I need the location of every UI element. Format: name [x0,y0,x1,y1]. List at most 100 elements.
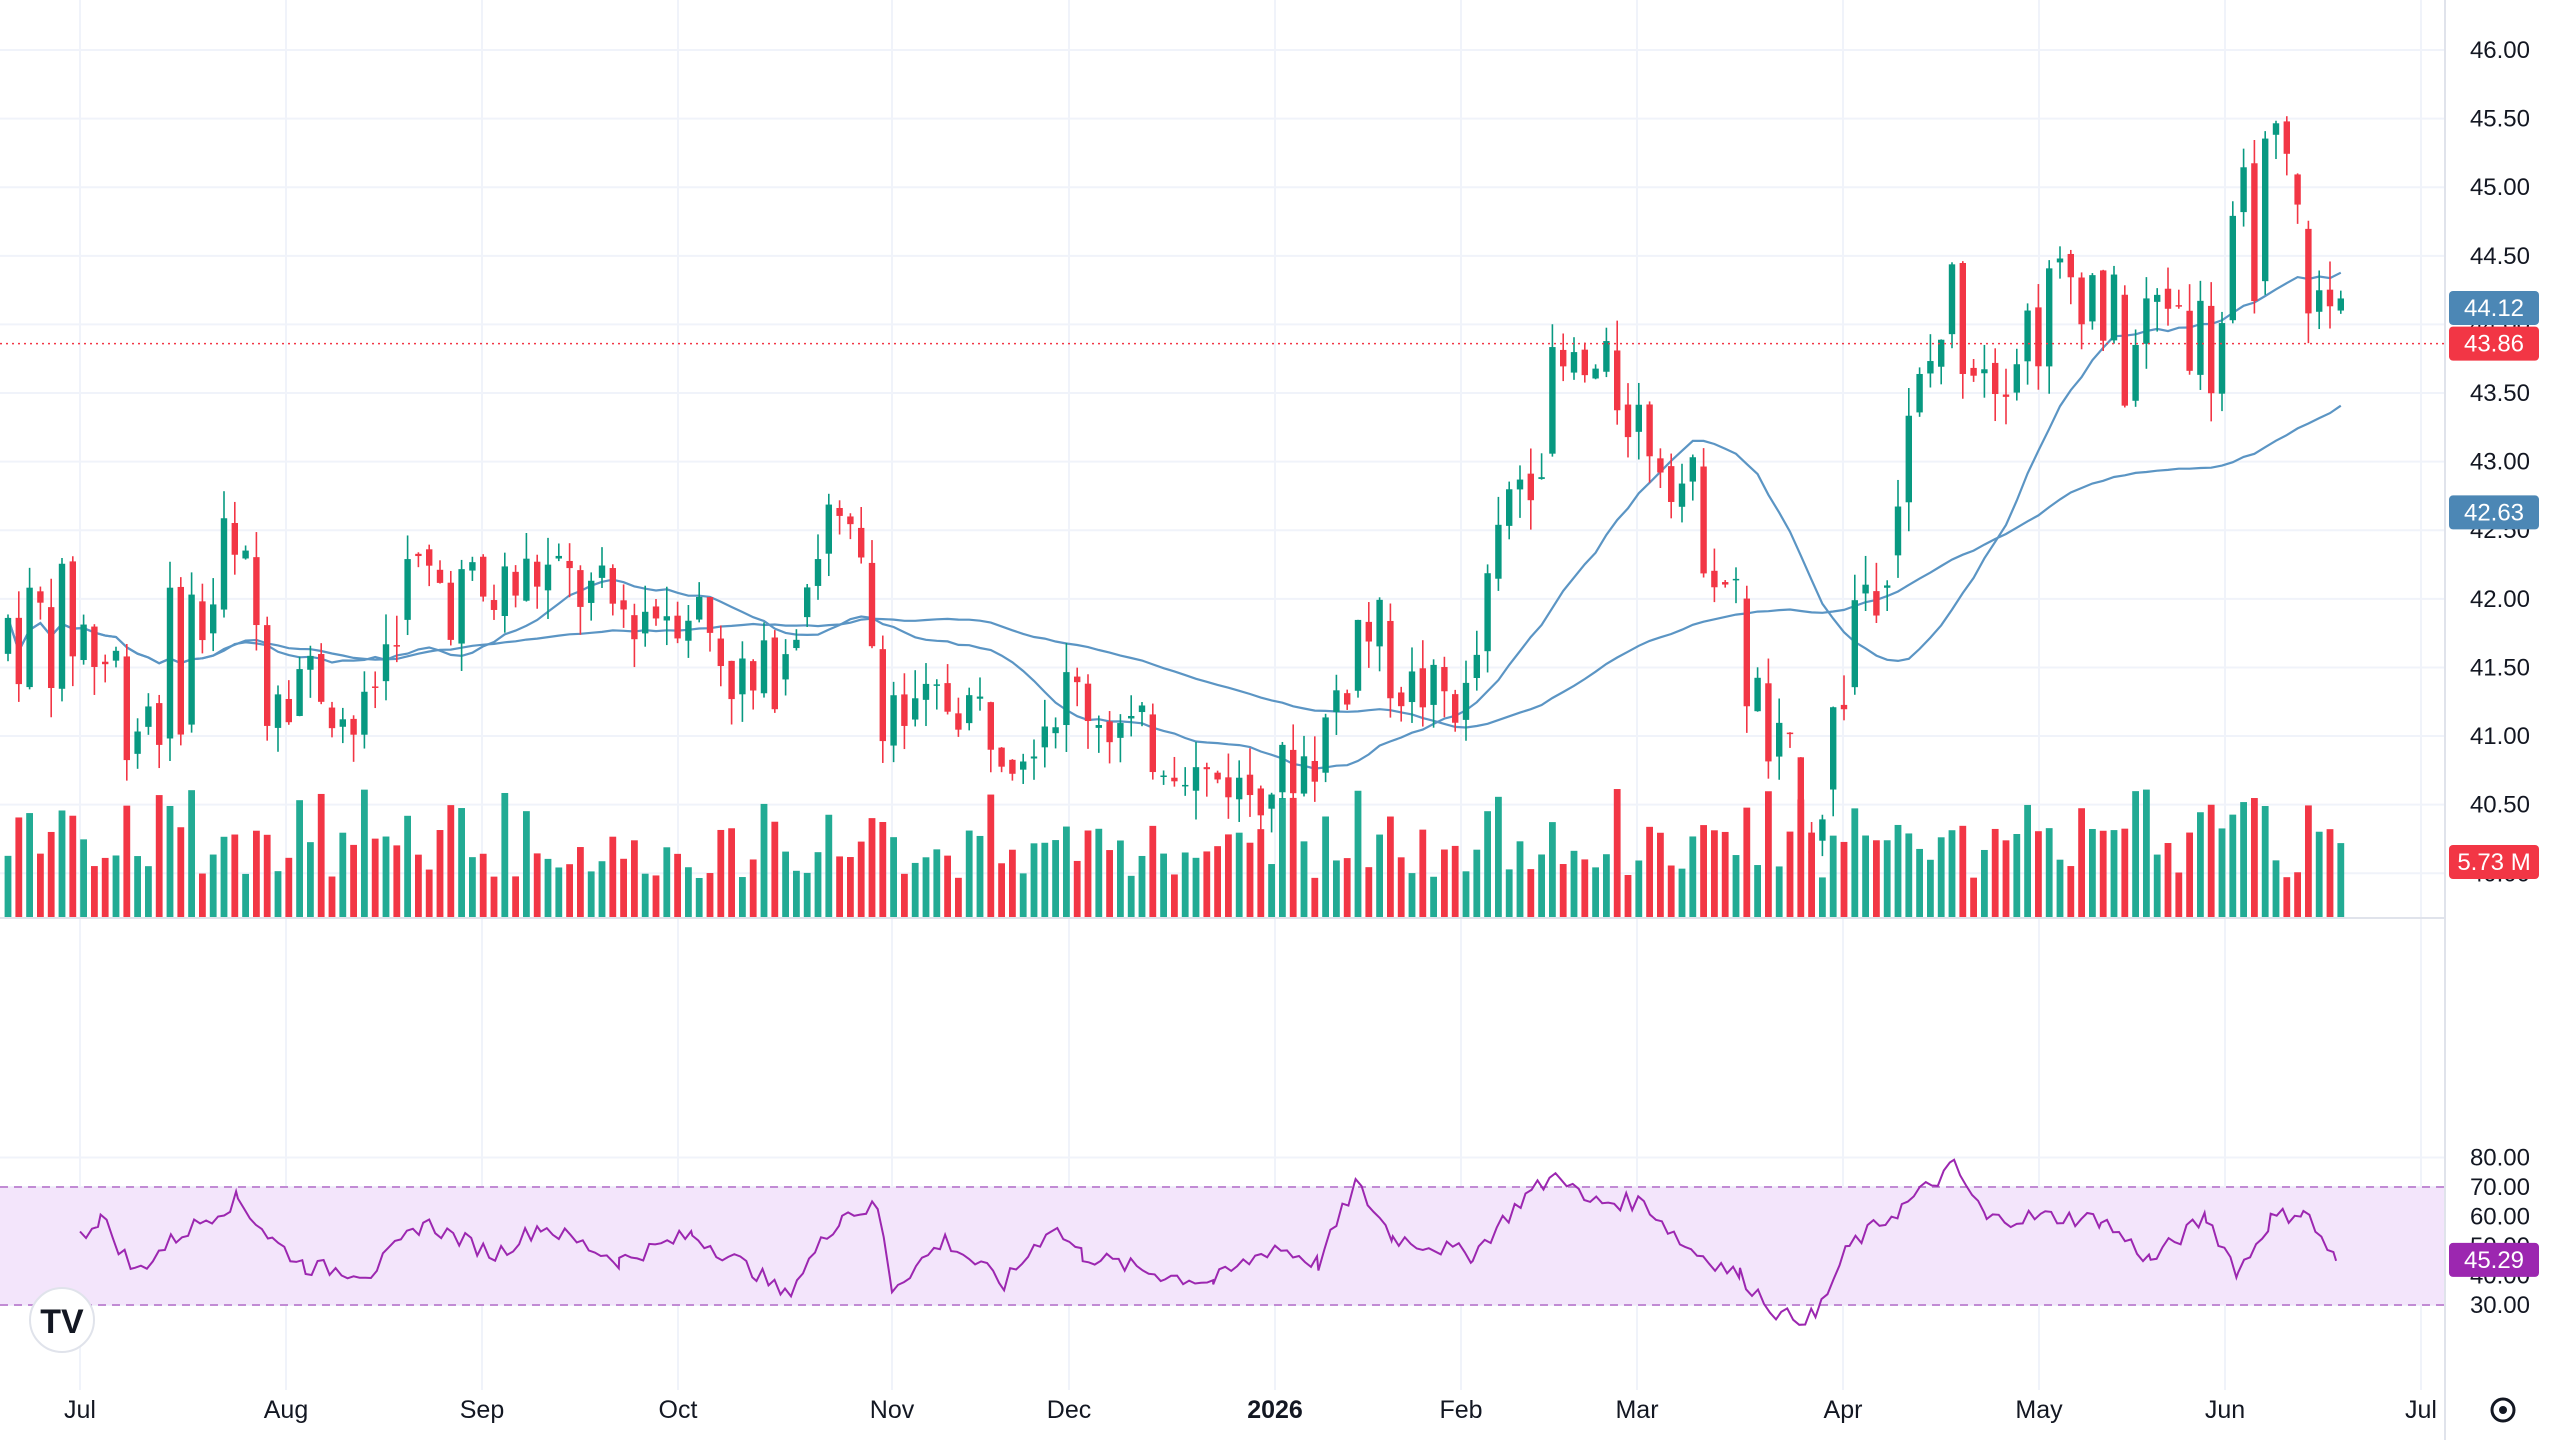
candle[interactable] [706,597,714,652]
candle[interactable] [2294,173,2301,224]
candle[interactable] [2272,120,2280,160]
candle[interactable] [2002,368,2010,425]
candle[interactable] [955,697,962,737]
candle[interactable] [1462,660,1470,741]
candle[interactable] [1117,714,1124,763]
candle[interactable] [2110,265,2118,344]
candle[interactable] [814,534,822,600]
candle[interactable] [2305,220,2312,344]
candle[interactable] [145,693,152,735]
candle[interactable] [2132,329,2139,407]
candle[interactable] [199,583,206,654]
candle[interactable] [1182,767,1189,796]
candle[interactable] [2186,284,2193,375]
candle[interactable] [2024,303,2031,385]
candle[interactable] [804,584,811,628]
candle[interactable] [1905,387,1912,532]
candle[interactable] [69,556,76,687]
candle[interactable] [1840,675,1848,721]
candle[interactable] [2337,290,2344,314]
candle[interactable] [48,578,55,718]
candle[interactable] [469,556,476,581]
candle[interactable] [2316,270,2323,330]
candle[interactable] [1106,711,1113,764]
candle[interactable] [2262,131,2269,295]
candle[interactable] [1160,770,1167,785]
candle[interactable] [480,554,487,602]
candle[interactable] [372,671,379,709]
candle[interactable] [1927,334,1934,388]
candle[interactable] [944,664,951,715]
candle[interactable] [1862,555,1869,611]
candle[interactable] [80,614,87,665]
candle[interactable] [1300,735,1308,797]
candle[interactable] [933,679,940,710]
candle[interactable] [1020,753,1027,784]
candle[interactable] [2240,148,2247,227]
candle[interactable] [1981,344,1988,398]
candle[interactable] [1624,383,1632,458]
candle[interactable] [1819,814,1826,857]
candle[interactable] [1560,333,1567,382]
candle[interactable] [1257,785,1264,835]
candle[interactable] [1527,448,1534,530]
candle[interactable] [728,660,735,725]
candle[interactable] [966,687,973,731]
candle[interactable] [922,663,930,727]
candle[interactable] [1214,770,1221,784]
candle[interactable] [1873,562,1880,623]
candle[interactable] [328,701,336,738]
candle[interactable] [1484,564,1491,673]
candle[interactable] [1711,548,1718,603]
candle[interactable] [1894,479,1902,578]
candle[interactable] [1646,401,1653,483]
candle[interactable] [2100,269,2107,351]
candle[interactable] [760,622,768,698]
candle[interactable] [836,500,843,535]
candle[interactable] [2078,272,2085,350]
candle[interactable] [1668,453,1675,519]
candle[interactable] [1376,597,1383,672]
candle[interactable] [631,603,638,668]
candle[interactable] [1657,448,1664,489]
candle[interactable] [2326,261,2334,329]
candle[interactable] [1916,367,1923,417]
candle[interactable] [771,630,778,713]
candle[interactable] [156,694,163,769]
candle[interactable] [1722,580,1729,588]
candle[interactable] [868,540,876,649]
candle[interactable] [620,584,627,628]
candle[interactable] [1365,602,1372,668]
candle[interactable] [1797,757,1804,871]
candle[interactable] [685,604,692,658]
candle[interactable] [1344,689,1351,710]
candle[interactable] [674,601,681,644]
candle[interactable] [1225,753,1232,819]
candle[interactable] [1538,453,1545,480]
candle[interactable] [1851,574,1858,695]
candle[interactable] [2197,280,2204,390]
candle[interactable] [1678,463,1686,523]
candle[interactable] [1408,647,1416,723]
candle[interactable] [2143,277,2150,369]
candle[interactable] [1279,741,1286,799]
candle[interactable] [447,570,454,646]
candle[interactable] [717,625,724,687]
candle[interactable] [555,543,562,562]
candle[interactable] [1732,567,1740,604]
candle[interactable] [534,554,541,609]
candle[interactable] [890,681,897,763]
candlesticks[interactable] [4,116,2344,871]
candle[interactable] [2121,285,2128,408]
candle[interactable] [1581,342,1588,383]
candle[interactable] [2175,289,2182,309]
candle[interactable] [1700,448,1707,578]
candle[interactable] [1786,732,1794,748]
candle[interactable] [2283,116,2290,176]
candle[interactable] [393,615,400,663]
time-axis[interactable]: Jul Aug Sep Oct Nov Dec 2026 Feb Mar Apr May Jun Jul [64,1396,2437,1424]
candle[interactable] [58,558,66,702]
candle[interactable] [2251,139,2258,314]
candle[interactable] [2035,284,2042,390]
candle[interactable] [1192,741,1200,820]
